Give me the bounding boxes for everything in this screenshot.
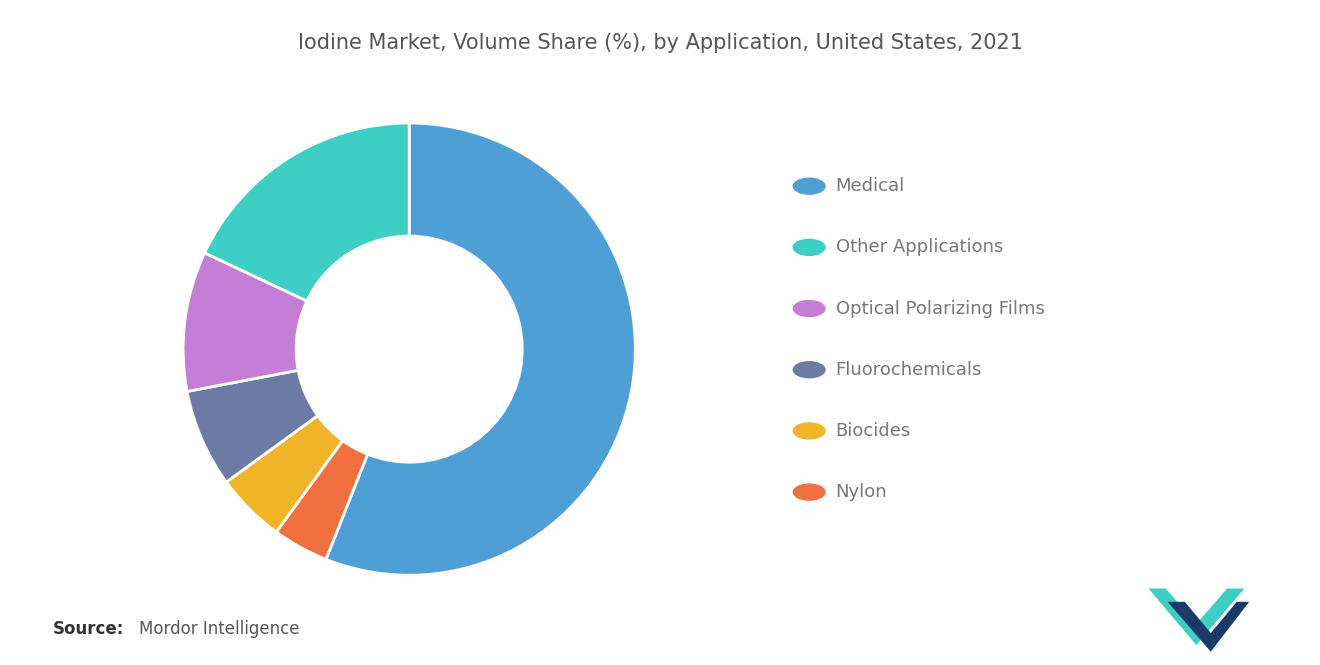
Text: Medical: Medical xyxy=(836,177,904,196)
Text: Iodine Market, Volume Share (%), by Application, United States, 2021: Iodine Market, Volume Share (%), by Appl… xyxy=(297,33,1023,53)
Wedge shape xyxy=(326,123,635,575)
Wedge shape xyxy=(276,441,367,559)
Text: Biocides: Biocides xyxy=(836,422,911,440)
Text: Nylon: Nylon xyxy=(836,483,887,501)
Text: Other Applications: Other Applications xyxy=(836,238,1003,257)
Text: Optical Polarizing Films: Optical Polarizing Films xyxy=(836,299,1044,318)
Wedge shape xyxy=(205,123,409,301)
Text: Source:: Source: xyxy=(53,620,124,638)
Text: Mordor Intelligence: Mordor Intelligence xyxy=(139,620,300,638)
Text: Fluorochemicals: Fluorochemicals xyxy=(836,360,982,379)
Wedge shape xyxy=(187,370,318,482)
Wedge shape xyxy=(226,416,343,532)
Wedge shape xyxy=(183,253,308,392)
